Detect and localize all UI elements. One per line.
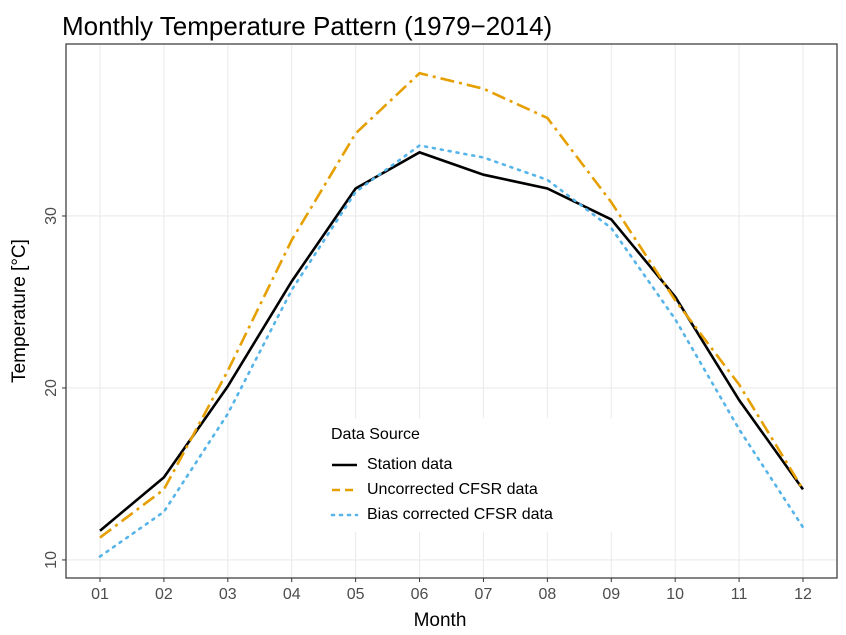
x-tick-label: 10: [666, 586, 684, 603]
panel-border: [65, 43, 838, 579]
x-tick-label: 04: [283, 586, 301, 603]
series-line: [98, 144, 805, 558]
x-tick-label: 11: [731, 586, 748, 603]
y-tick-label: 30: [43, 207, 60, 225]
x-tick-label: 02: [155, 586, 173, 603]
legend-label: Uncorrected CFSR data: [367, 481, 538, 498]
y-axis-label: Temperature [°C]: [9, 239, 30, 383]
legend-box: [320, 418, 620, 532]
x-tick-label: 03: [219, 586, 237, 603]
x-tick-label: 06: [411, 586, 429, 603]
legend-label: Station data: [367, 456, 453, 473]
series-line: [99, 71, 805, 539]
y-tick-label: 10: [43, 551, 60, 569]
legend-label: Bias corrected CFSR data: [367, 506, 553, 523]
x-tick-label: 08: [538, 586, 556, 603]
chart-title: Monthly Temperature Pattern (1979−2014): [62, 11, 552, 41]
legend-title: Data Source: [331, 426, 420, 443]
y-tick-label: 20: [43, 379, 60, 397]
x-tick-label: 12: [794, 586, 812, 603]
x-axis-label: Month: [414, 610, 467, 631]
x-tick-label: 01: [91, 586, 109, 603]
x-tick-label: 07: [475, 586, 493, 603]
x-tick-label: 05: [347, 586, 365, 603]
x-tick-label: 09: [602, 586, 620, 603]
